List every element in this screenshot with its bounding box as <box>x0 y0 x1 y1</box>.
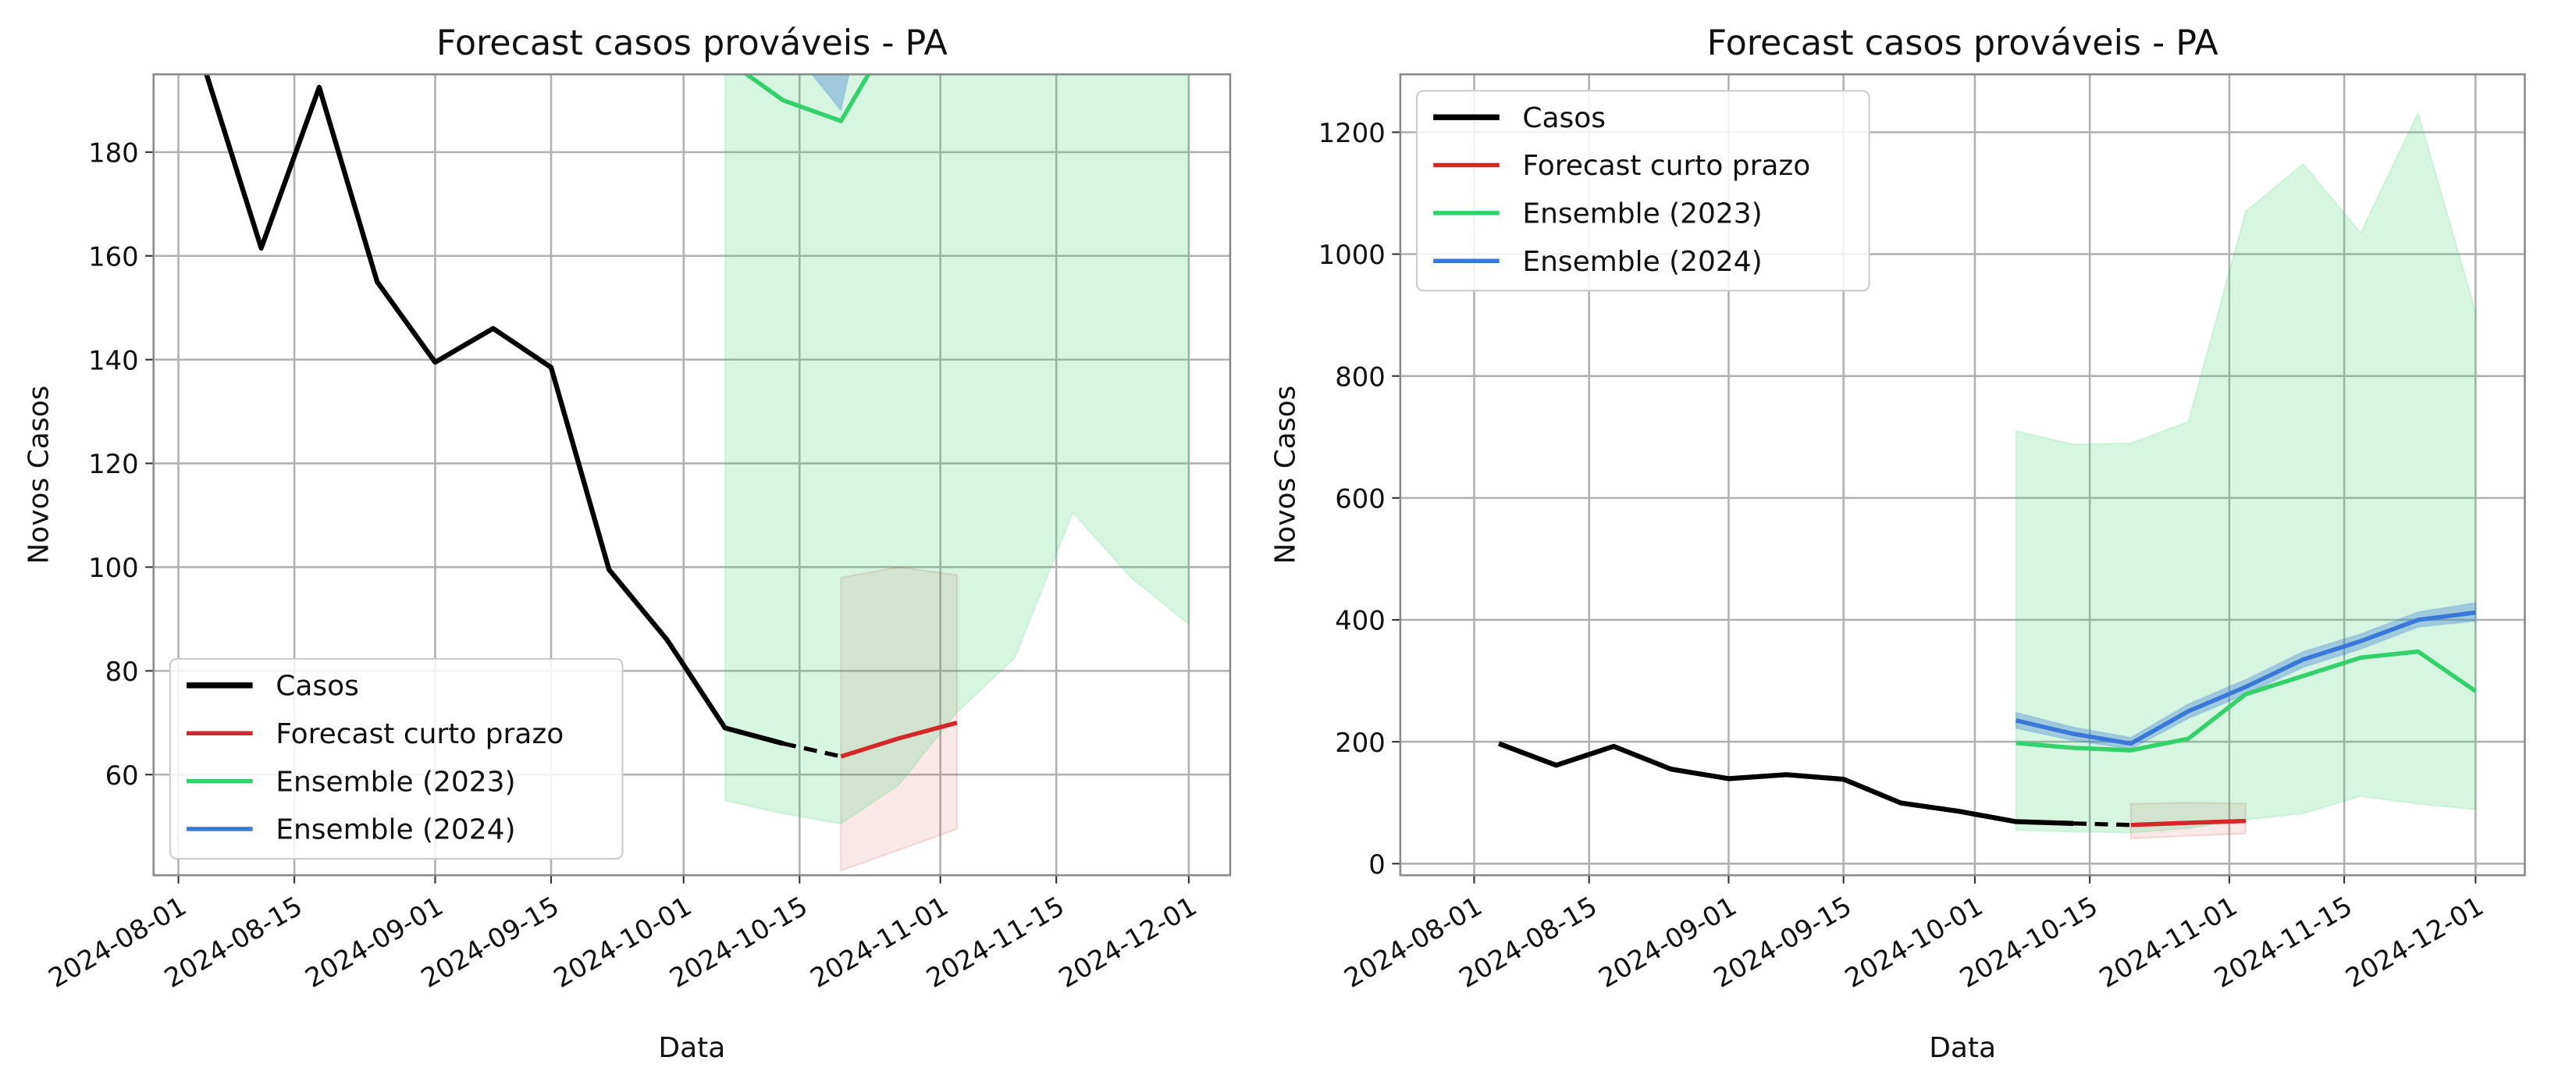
y-tick-label: 0 <box>1368 849 1386 880</box>
chart-title: Forecast casos prováveis - PA <box>1707 23 2219 63</box>
legend-label: Ensemble (2024) <box>1522 246 1762 278</box>
legend-label: Casos <box>276 671 359 703</box>
confidence-band <box>2129 802 2247 840</box>
legend-label: Ensemble (2023) <box>276 766 515 798</box>
x-tick-label: 2024-12-01 <box>2340 891 2489 994</box>
plot-area <box>1497 110 2477 840</box>
connector <box>782 741 841 759</box>
series-line <box>2130 818 2246 828</box>
y-tick-label: 120 <box>88 449 139 479</box>
legend-box <box>1415 90 1870 292</box>
confidence-band <box>724 74 1190 825</box>
series-line <box>2015 610 2476 746</box>
y-tick-label: 100 <box>88 553 139 583</box>
series-line <box>2016 649 2477 753</box>
legend-box <box>169 657 624 860</box>
plot-area <box>204 74 1190 872</box>
y-axis-label: Novos Casos <box>23 386 55 564</box>
x-axis-label: Data <box>658 1032 725 1064</box>
y-tick-label: 80 <box>105 657 139 687</box>
y-tick-label: 180 <box>88 138 139 169</box>
confidence-band <box>810 74 850 113</box>
y-tick-label: 800 <box>1335 361 1386 392</box>
legend-label: Ensemble (2023) <box>1522 198 1762 230</box>
x-tick-label: 2024-12-01 <box>1054 891 1202 994</box>
y-tick-label: 140 <box>88 345 139 375</box>
x-axis-label: Data <box>1929 1032 1996 1064</box>
legend: Casos Forecast curto prazo Ensemble (2023)… <box>1415 90 1870 292</box>
series-line <box>1497 741 2074 826</box>
y-tick-label: 1200 <box>1318 118 1386 148</box>
legend-label: Forecast curto prazo <box>276 718 564 750</box>
y-axis-label: Novos Casos <box>1269 386 1301 564</box>
y-tick-label: 400 <box>1335 606 1386 636</box>
confidence-band <box>2015 110 2477 834</box>
legend-label: Forecast curto prazo <box>1522 150 1810 182</box>
axes: 0200400600800100012002024-08-012024-08-1… <box>1269 23 2526 1064</box>
series-line <box>204 74 784 746</box>
confidence-band <box>840 566 958 872</box>
connector <box>2073 821 2131 828</box>
y-tick-label: 160 <box>88 241 139 272</box>
y-tick-label: 200 <box>1335 728 1386 758</box>
chart-title: Forecast casos prováveis - PA <box>436 23 948 63</box>
y-tick-label: 600 <box>1335 484 1386 514</box>
axes: 60801001201401601802024-08-012024-08-152… <box>23 23 1232 1064</box>
axes-frame <box>152 73 1232 877</box>
series-line <box>742 74 871 123</box>
axes-frame <box>1399 73 2526 877</box>
legend-label: Ensemble (2024) <box>276 814 515 846</box>
legend-label: Casos <box>1522 102 1606 134</box>
y-tick-label: 60 <box>105 760 139 791</box>
y-tick-label: 1000 <box>1318 240 1386 270</box>
series-line <box>840 721 958 759</box>
legend: Casos Forecast curto prazo Ensemble (2023)… <box>169 657 624 860</box>
